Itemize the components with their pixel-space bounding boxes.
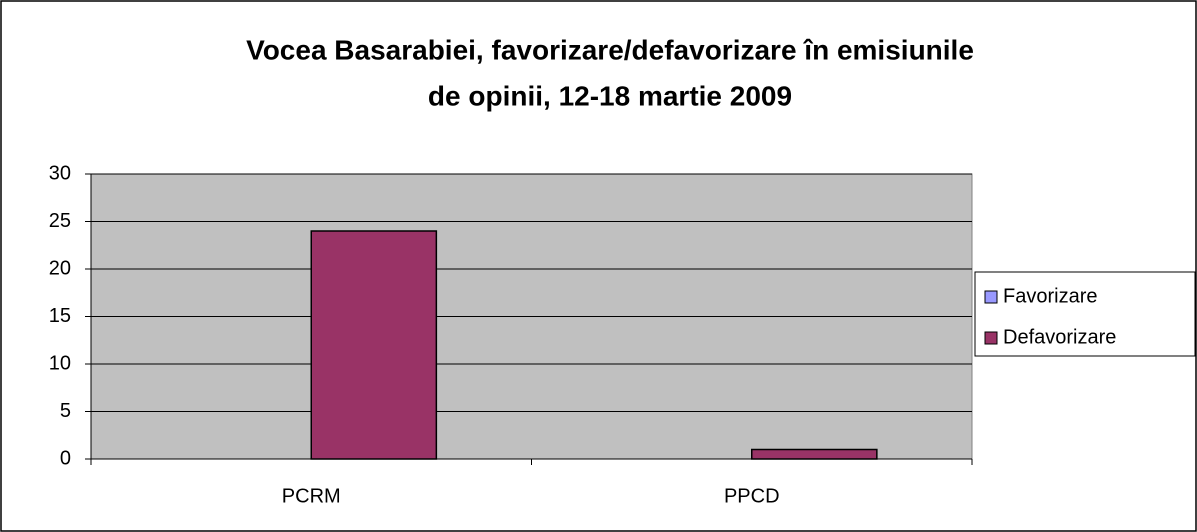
legend-swatch — [984, 331, 998, 345]
y-tick-label: 30 — [49, 162, 71, 184]
x-tick-label: PPCD — [724, 485, 780, 507]
bar — [751, 448, 878, 460]
legend-label: Defavorizare — [1003, 326, 1116, 348]
chart-title: de opinii, 12-18 martie 2009 — [428, 80, 792, 111]
y-tick-label: 0 — [60, 447, 71, 469]
legend-label: Favorizare — [1003, 285, 1097, 307]
legend-box — [974, 271, 1196, 357]
bar — [310, 230, 438, 460]
y-tick-label: 15 — [49, 305, 71, 327]
x-tick-label: PCRM — [282, 485, 341, 507]
y-tick-label: 20 — [49, 257, 71, 279]
y-tick-label: 5 — [60, 400, 71, 422]
y-tick-label: 25 — [49, 210, 71, 232]
y-tick-label: 10 — [49, 352, 71, 374]
legend-swatch — [984, 290, 998, 304]
chart-title: Vocea Basarabiei, favorizare/defavorizar… — [246, 34, 974, 65]
